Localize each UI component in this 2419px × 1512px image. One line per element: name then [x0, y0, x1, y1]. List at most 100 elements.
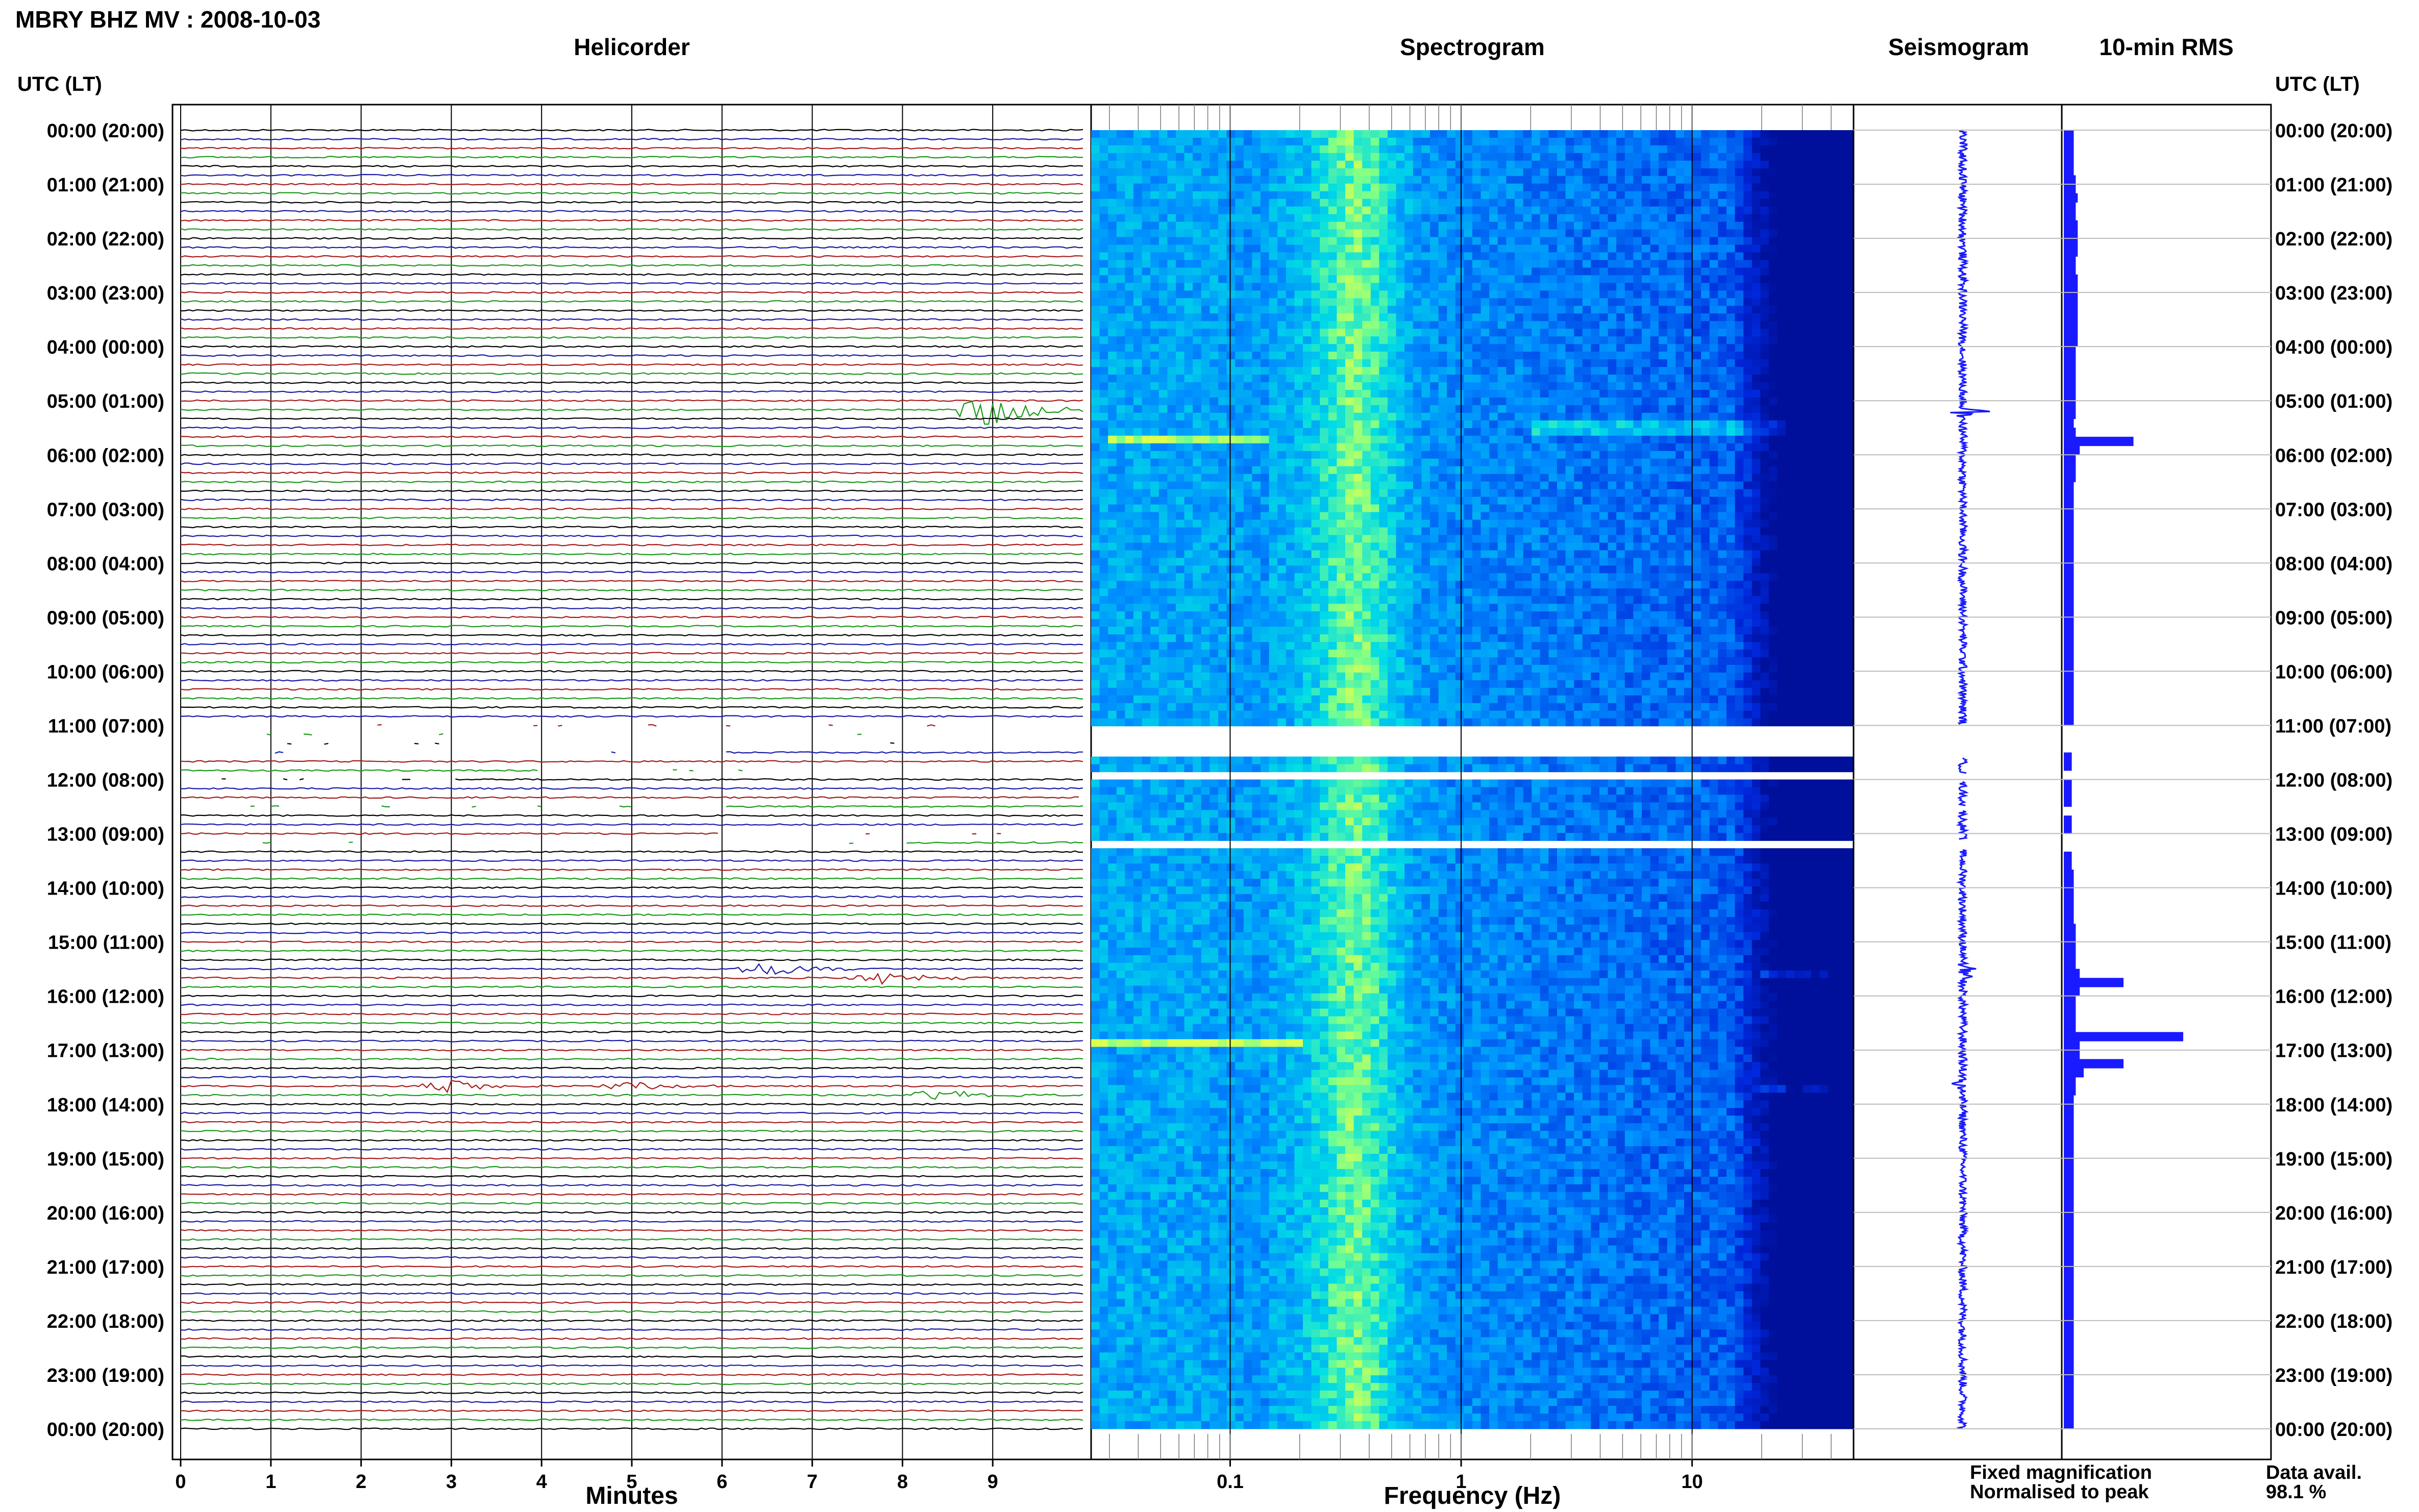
spectrogram-cell [1540, 298, 1549, 306]
spectrogram-cell [1480, 183, 1490, 192]
spectrogram-cell [1294, 535, 1303, 543]
spectrogram-cell [1803, 329, 1812, 337]
spectrogram-cell [1489, 329, 1498, 337]
spectrogram-cell [1574, 527, 1583, 536]
spectrogram-cell [1277, 199, 1287, 207]
spectrogram-cell [1828, 474, 1837, 482]
spectrogram-cell [1506, 367, 1515, 375]
spectrogram-cell [1786, 435, 1795, 444]
spectrogram-cell [1125, 405, 1134, 413]
spectrogram-cell [1455, 160, 1465, 169]
spectrogram-cell [1464, 535, 1473, 543]
spectrogram-cell [1438, 306, 1447, 314]
spectrogram-cell [1684, 519, 1693, 528]
spectrogram-cell [1633, 352, 1642, 360]
spectrogram-cell [1286, 244, 1295, 253]
spectrogram-cell [1353, 382, 1363, 390]
spectrogram-cell [1337, 390, 1346, 398]
spectrogram-cell [1218, 344, 1227, 352]
spectrogram-cell [1421, 344, 1430, 352]
spectrogram-cell [1497, 229, 1507, 238]
spectrogram-cell [1642, 267, 1651, 276]
spectrogram-cell [1158, 382, 1168, 390]
spectrogram-cell [1794, 191, 1804, 200]
spectrogram-cell [1642, 519, 1651, 528]
spectrogram-cell [1557, 519, 1566, 528]
spectrogram-cell [1269, 199, 1278, 207]
spectrogram-cell [1591, 214, 1600, 222]
helicorder-trace [180, 435, 1083, 438]
spectrogram-cell [1760, 145, 1769, 154]
helicorder-trace [180, 688, 1083, 691]
spectrogram-cell [1650, 359, 1659, 367]
spectrogram-cell [1133, 168, 1143, 177]
spectrogram-cell [1345, 321, 1354, 329]
spectrogram-cell [1370, 283, 1380, 291]
spectrogram-cell [1116, 412, 1126, 421]
spectrogram-cell [1506, 359, 1515, 367]
spectrogram-cell [1786, 221, 1795, 230]
spectrogram-cell [1675, 176, 1685, 184]
spectrogram-cell [1692, 405, 1701, 413]
spectrogram-cell [1616, 214, 1625, 222]
spectrogram-cell [1557, 382, 1566, 390]
spectrogram-cell [1582, 244, 1592, 253]
spectrogram-cell [1701, 405, 1710, 413]
spectrogram-cell [1125, 260, 1134, 268]
spectrogram-cell [1515, 313, 1524, 321]
spectrogram-cell [1455, 298, 1465, 306]
spectrogram-cell [1413, 145, 1422, 154]
spectrogram-cell [1515, 191, 1524, 200]
spectrogram-cell [1099, 497, 1108, 505]
spectrogram-cell [1523, 352, 1532, 360]
spectrogram-cell [1803, 458, 1812, 467]
spectrogram-cell [1786, 252, 1795, 261]
spectrogram-cell [1819, 497, 1829, 505]
spectrogram-cell [1489, 229, 1498, 238]
spectrogram-cell [1489, 306, 1498, 314]
spectrogram-cell [1261, 344, 1270, 352]
spectrogram-cell [1438, 237, 1447, 245]
spectrogram-cell [1201, 130, 1211, 138]
spectrogram-cell [1294, 244, 1303, 253]
spectrogram-cell [1718, 512, 1727, 520]
spectrogram-cell [1396, 428, 1405, 436]
spectrogram-cell [1532, 237, 1541, 245]
spectrogram-cell [1692, 153, 1701, 161]
spectrogram-cell [1370, 336, 1380, 344]
spectrogram-cell [1116, 527, 1126, 536]
spectrogram-cell [1108, 260, 1117, 268]
spectrogram-cell [1515, 527, 1524, 536]
spectrogram-cell [1591, 435, 1600, 444]
spectrogram-cell [1303, 451, 1312, 459]
spectrogram-cell [1438, 527, 1447, 536]
spectrogram-cell [1277, 138, 1287, 146]
spectrogram-cell [1311, 398, 1320, 406]
spectrogram-cell [1226, 214, 1236, 222]
spectrogram-cell [1828, 443, 1837, 452]
spectrogram-cell [1193, 481, 1202, 490]
spectrogram-cell [1480, 367, 1490, 375]
spectrogram-cell [1599, 306, 1609, 314]
spectrogram-cell [1108, 519, 1117, 528]
spectrogram-cell [1845, 199, 1854, 207]
spectrogram-cell [1667, 191, 1676, 200]
spectrogram-cell [1684, 306, 1693, 314]
spectrogram-cell [1193, 260, 1202, 268]
spectrogram-cell [1769, 367, 1778, 375]
spectrogram-cell [1532, 176, 1541, 184]
spectrogram-cell [1116, 244, 1126, 253]
spectrogram-cell [1472, 481, 1482, 490]
spectrogram-cell [1184, 176, 1193, 184]
spectrogram-cell [1675, 199, 1685, 207]
spectrogram-cell [1362, 275, 1371, 283]
spectrogram-cell [1701, 145, 1710, 154]
spectrogram-cell [1557, 443, 1566, 452]
spectrogram-cell [1091, 267, 1100, 276]
spectrogram-cell [1786, 168, 1795, 177]
spectrogram-cell [1751, 474, 1761, 482]
spectrogram-cell [1311, 519, 1320, 528]
spectrogram-cell [1430, 275, 1439, 283]
spectrogram-cell [1362, 375, 1371, 383]
spectrogram-cell [1480, 489, 1490, 498]
